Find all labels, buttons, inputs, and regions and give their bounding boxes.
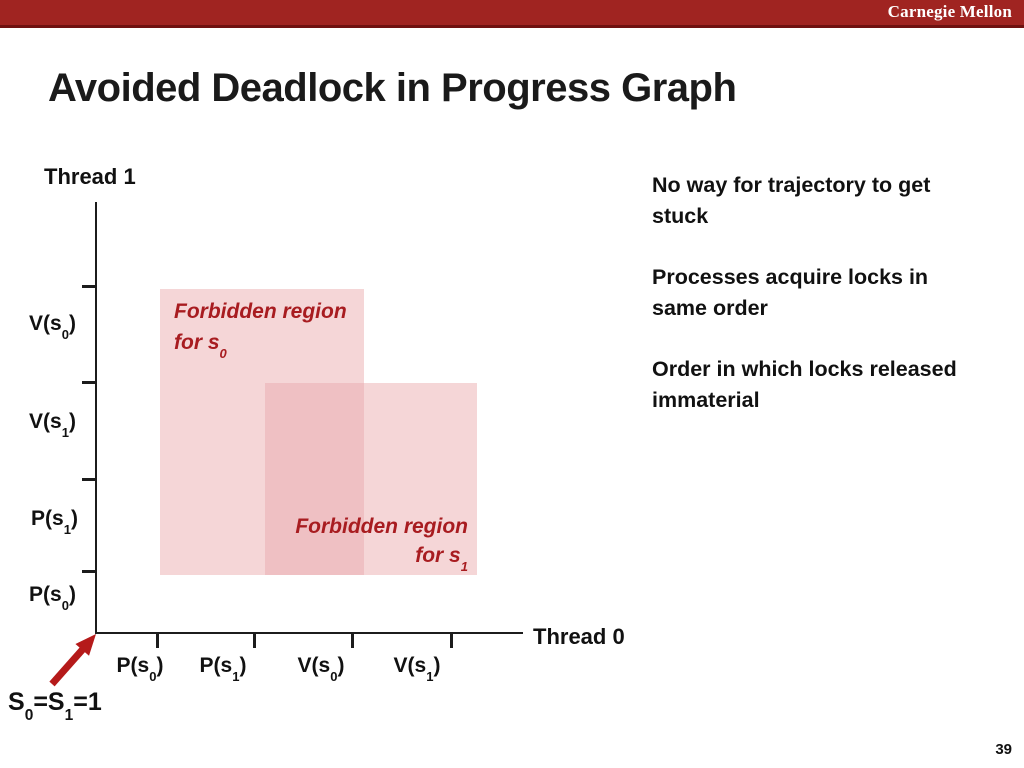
x-axis-title: Thread 0 [533,624,625,649]
note-line: No way for trajectory to get [652,173,931,197]
note-line: Processes acquire locks in [652,265,929,289]
y-tick-label: P(s0) [29,583,76,613]
y-tick-label: V(s1) [29,410,76,440]
x-tick-label: P(s0) [116,654,164,684]
y-tick-label: P(s1) [31,507,78,537]
note-paragraph: Processes acquire locks in same order [652,262,992,324]
forbidden-region-s1-label-line1: Forbidden region [295,515,468,538]
page-title: Avoided Deadlock in Progress Graph [48,66,737,110]
x-tick-label: P(s1) [199,654,247,684]
y-axis-title: Thread 1 [44,164,136,189]
x-axis [95,632,523,634]
y-tick [82,285,97,288]
forbidden-region-s0-label-line1: Forbidden region [174,300,347,323]
forbidden-region-s1-label-line2: for s1 [415,544,468,574]
x-tick [351,633,354,648]
x-tick [253,633,256,648]
x-tick [450,633,453,648]
x-tick [156,633,159,648]
semaphore-init-label: S0=S1=1 [8,688,102,725]
page-number: 39 [995,741,1012,758]
origin-arrow-icon [49,634,96,687]
y-tick [82,478,97,481]
notes: No way for trajectory to get stuck Proce… [652,170,992,446]
x-tick-label: V(s0) [297,654,345,684]
note-line: immaterial [652,388,760,412]
y-tick [82,570,97,573]
note-line: same order [652,296,768,320]
note-line: stuck [652,204,709,228]
y-tick [82,381,97,384]
y-axis [95,202,97,633]
forbidden-region-s1-label: Forbidden region for s1 [280,512,468,574]
note-line: Order in which locks released [652,357,957,381]
note-paragraph: No way for trajectory to get stuck [652,170,992,232]
top-banner: Carnegie Mellon [0,0,1024,28]
forbidden-region-overlap [265,383,364,575]
x-tick-label: V(s1) [393,654,441,684]
brand-logo: Carnegie Mellon [887,2,1012,21]
y-tick-label: V(s0) [29,312,76,342]
note-paragraph: Order in which locks released immaterial [652,354,992,416]
forbidden-region-s0-label: Forbidden region for s0 [174,296,347,361]
forbidden-region-s0-label-line2: for s0 [174,331,227,361]
